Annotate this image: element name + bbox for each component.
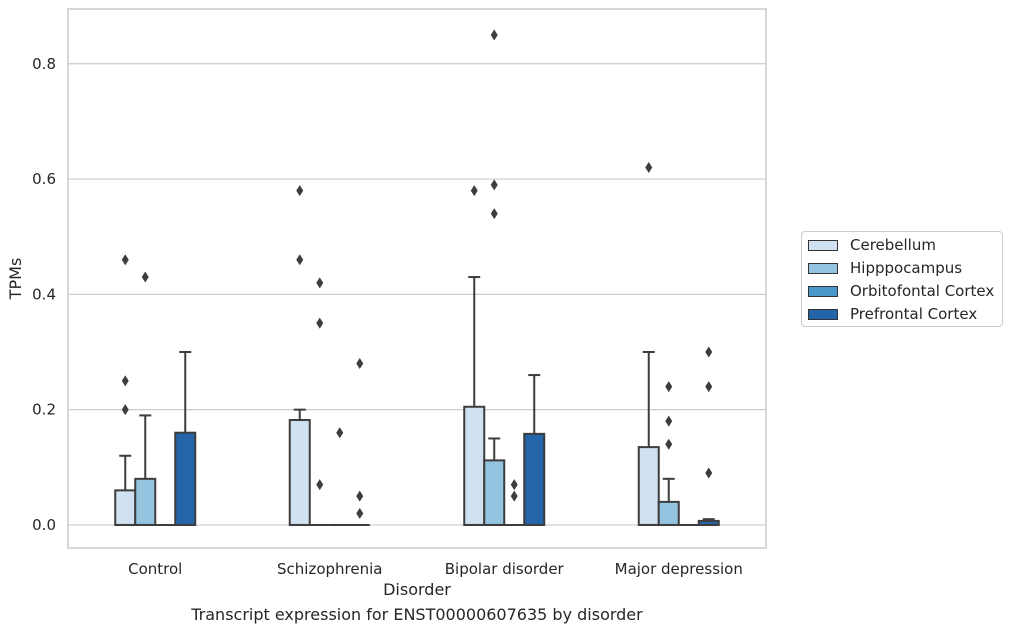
- x-tick-label-schizophrenia: Schizophrenia: [277, 560, 382, 578]
- outlier-point: [296, 185, 304, 197]
- outlier-point: [470, 185, 478, 197]
- legend-label-prefrontal: Prefrontal Cortex: [850, 305, 978, 323]
- y-tick-label: 0.6: [32, 170, 56, 188]
- legend-item-prefrontal: Prefrontal Cortex: [808, 304, 977, 324]
- figure-caption: Transcript expression for ENST0000060763…: [191, 605, 643, 624]
- outlier-point: [121, 404, 129, 416]
- outlier-point: [121, 375, 129, 387]
- y-tick-label: 0.0: [32, 516, 56, 534]
- y-axis-label: TPMs: [6, 258, 25, 301]
- outlier-point: [645, 162, 653, 174]
- y-tick-label: 0.4: [32, 285, 56, 303]
- bar-prefrontal-cortex-bipolar-disorder: [523, 432, 546, 526]
- outlier-point: [141, 271, 149, 283]
- legend-label-orbitofrontal: Orbitofontal Cortex: [850, 282, 995, 300]
- bar-cerebellum-bipolar-disorder: [463, 405, 486, 526]
- outlier-point: [705, 467, 713, 479]
- outlier-point: [296, 254, 304, 266]
- legend: Cerebellum Hipppocampus Orbitofontal Cor…: [801, 231, 1003, 327]
- legend-item-orbitofrontal: Orbitofontal Cortex: [808, 281, 994, 301]
- outlier-point: [316, 277, 324, 289]
- outlier-point: [490, 208, 498, 220]
- bar-hipppocampus-control: [134, 477, 157, 526]
- outliers: [121, 29, 713, 519]
- outlier-point: [510, 479, 518, 491]
- x-tick-label-control: Control: [128, 560, 182, 578]
- outlier-point: [356, 507, 364, 519]
- bar-cerebellum-major-depression: [637, 446, 660, 526]
- legend-item-cerebellum: Cerebellum: [808, 235, 936, 255]
- outlier-point: [705, 381, 713, 393]
- legend-label-hippocampus: Hipppocampus: [850, 259, 963, 277]
- y-tick-label: 0.8: [32, 55, 56, 73]
- outlier-point: [510, 490, 518, 502]
- bar-hipppocampus-bipolar-disorder: [483, 459, 506, 526]
- y-tick-labels: 0.0 0.2 0.4 0.6 0.8: [32, 55, 56, 534]
- bar-hipppocampus-major-depression: [657, 500, 680, 526]
- outlier-point: [665, 438, 673, 450]
- x-axis-label: Disorder: [383, 580, 451, 599]
- legend-swatch-orbitofrontal: [808, 285, 838, 297]
- bar-cerebellum-control: [114, 489, 137, 526]
- legend-swatch-cerebellum: [808, 239, 838, 251]
- legend-label-cerebellum: Cerebellum: [850, 236, 936, 254]
- plot-frame: [67, 8, 767, 549]
- outlier-point: [356, 358, 364, 370]
- outlier-point: [490, 29, 498, 41]
- legend-item-hippocampus: Hipppocampus: [808, 258, 962, 278]
- outlier-point: [121, 254, 129, 266]
- bar-prefrontal-cortex-control: [174, 431, 197, 526]
- outlier-point: [665, 415, 673, 427]
- legend-swatch-prefrontal: [808, 308, 838, 320]
- outlier-point: [356, 490, 364, 502]
- bars: [114, 276, 720, 526]
- outlier-point: [316, 479, 324, 491]
- legend-swatch-hippocampus: [808, 262, 838, 274]
- outlier-point: [490, 179, 498, 191]
- outlier-point: [336, 427, 344, 439]
- outlier-point: [316, 317, 324, 329]
- outlier-point: [665, 381, 673, 393]
- x-tick-labels: Control Schizophrenia Bipolar disorder Majo…: [128, 560, 743, 578]
- gridlines: [68, 63, 766, 526]
- x-tick-label-major-depression: Major depression: [615, 560, 743, 578]
- x-tick-label-bipolar-disorder: Bipolar disorder: [445, 560, 565, 578]
- outlier-point: [705, 346, 713, 358]
- y-tick-label: 0.2: [32, 401, 56, 419]
- bar-cerebellum-schizophrenia: [288, 419, 311, 526]
